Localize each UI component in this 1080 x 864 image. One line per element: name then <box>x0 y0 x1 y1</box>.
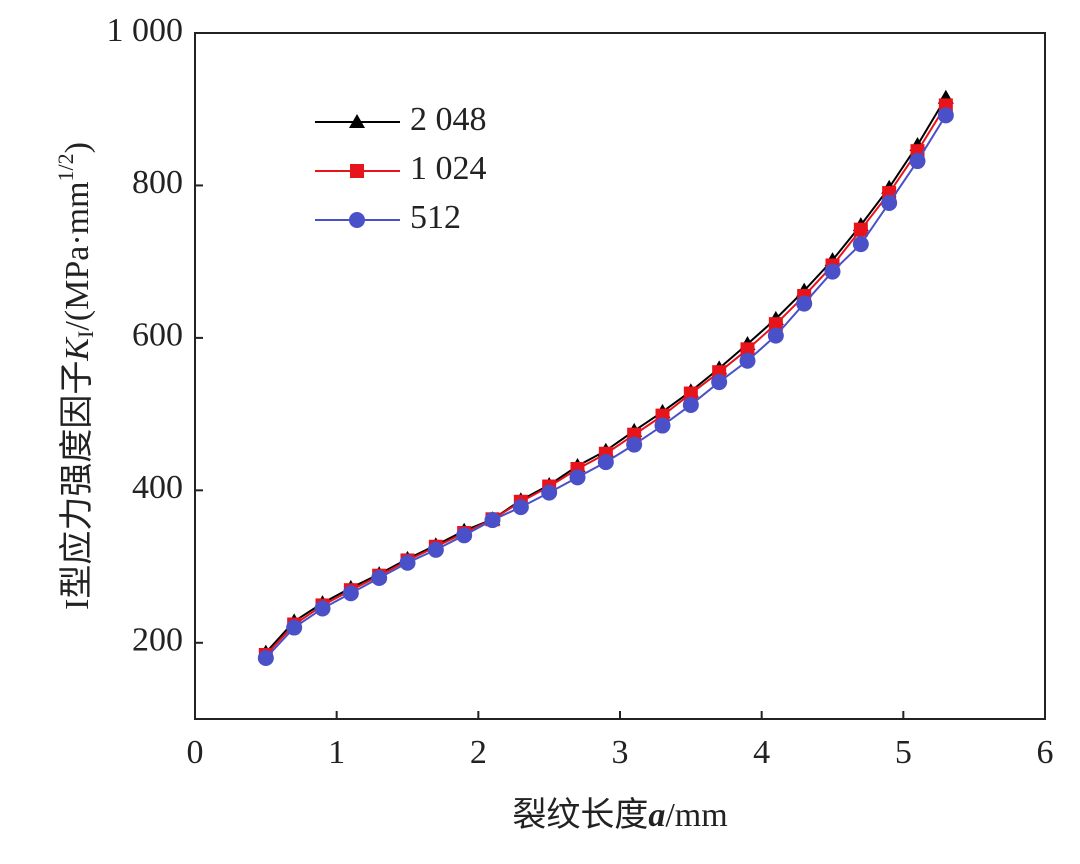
marker <box>767 327 784 344</box>
x-tick-label: 5 <box>895 734 912 771</box>
series-line <box>265 104 947 656</box>
marker <box>711 374 728 391</box>
marker <box>852 236 869 253</box>
marker <box>768 317 783 332</box>
legend-label: 512 <box>410 199 461 236</box>
marker <box>909 153 926 170</box>
series-line <box>265 114 947 659</box>
y-tick-label: 800 <box>132 164 183 201</box>
marker <box>541 484 558 501</box>
marker <box>314 600 331 617</box>
legend-label: 2 048 <box>410 101 487 138</box>
x-tick-label: 1 <box>328 734 345 771</box>
marker <box>512 499 529 516</box>
series-line <box>265 97 947 654</box>
marker <box>257 650 274 667</box>
y-axis-label: I型应力强度因子KI/(MPa·mm1/2) <box>53 142 98 610</box>
marker <box>739 352 756 369</box>
marker <box>399 554 416 571</box>
marker <box>853 222 868 237</box>
legend-label: 1 024 <box>410 150 487 187</box>
marker <box>342 585 359 602</box>
marker <box>654 417 671 434</box>
marker <box>569 469 586 486</box>
marker <box>484 512 501 529</box>
y-tick-label: 200 <box>132 622 183 659</box>
legend-marker <box>350 164 364 178</box>
x-tick-label: 4 <box>753 734 770 771</box>
y-tick-label: 1 000 <box>107 12 184 49</box>
marker <box>427 541 444 558</box>
marker <box>683 386 698 401</box>
legend-marker <box>349 114 365 128</box>
x-axis-label: 裂纹长度a/mm <box>512 796 727 834</box>
marker <box>796 295 813 312</box>
x-tick-label: 2 <box>470 734 487 771</box>
marker <box>371 569 388 586</box>
marker <box>626 436 643 453</box>
marker <box>881 194 898 211</box>
marker <box>682 396 699 413</box>
legend-marker <box>349 212 365 228</box>
x-tick-label: 3 <box>612 734 629 771</box>
marker <box>286 619 303 636</box>
x-tick-label: 0 <box>187 734 204 771</box>
marker <box>456 527 473 544</box>
marker <box>740 342 755 357</box>
marker <box>937 107 954 124</box>
x-tick-label: 6 <box>1037 734 1054 771</box>
marker <box>824 263 841 280</box>
marker <box>597 454 614 471</box>
y-tick-label: 600 <box>132 317 183 354</box>
y-tick-label: 400 <box>132 469 183 506</box>
